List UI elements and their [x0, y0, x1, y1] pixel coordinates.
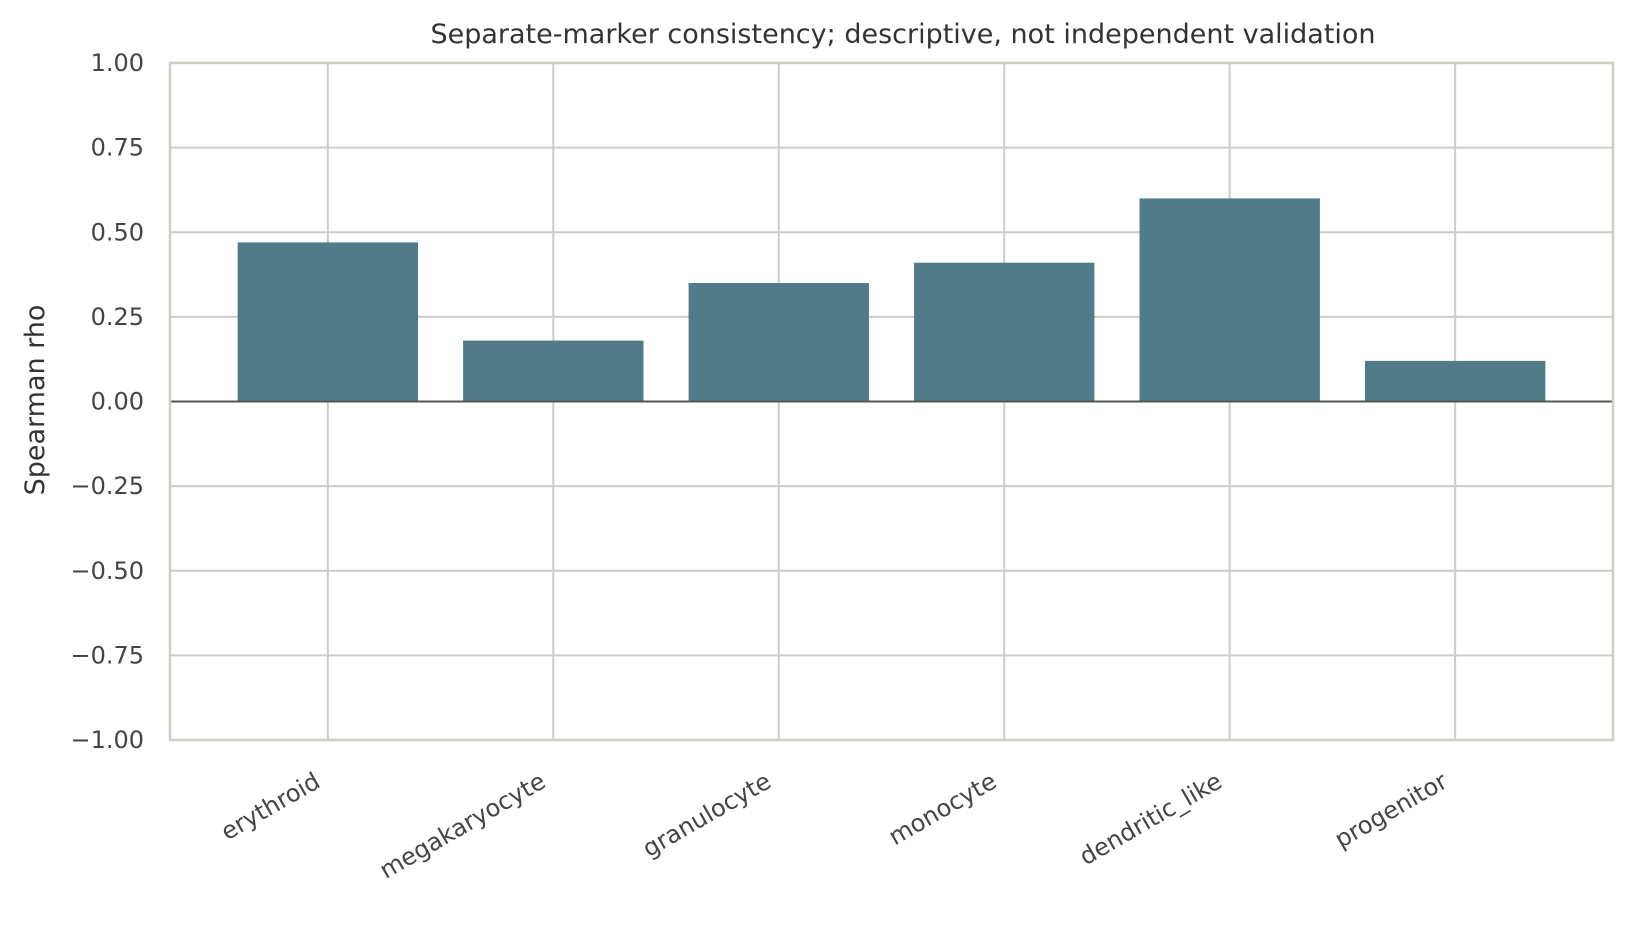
x-tick-label: dendritic_like	[1075, 767, 1227, 871]
bar-layer	[237, 198, 1546, 402]
y-tick-label: 0.50	[91, 218, 144, 246]
y-tick-label: −1.00	[70, 726, 144, 754]
bar-dendritic_like	[1139, 198, 1320, 402]
y-tick-label: 0.75	[91, 134, 144, 162]
bar-granulocyte	[688, 283, 869, 402]
x-tick-label: megakaryocyte	[375, 767, 551, 885]
y-tick-label: −0.75	[70, 641, 144, 669]
y-axis-label: Spearman rho	[20, 305, 51, 496]
bar-erythroid	[237, 242, 419, 402]
axis-layer: −1.00 −0.75 −0.50 −0.25 0.00 0.25 0.50 0.75 1.00…	[70, 49, 1615, 885]
x-tick-label: monocyte	[884, 767, 1002, 851]
y-tick-label: 0.00	[91, 388, 144, 416]
y-tick-label: −0.25	[70, 472, 144, 500]
bar-progenitor	[1364, 360, 1546, 402]
x-tick-label: progenitor	[1330, 767, 1452, 854]
x-tick-label: granulocyte	[638, 767, 776, 863]
bar-megakaryocyte	[463, 340, 644, 402]
y-tick-label: 1.00	[91, 49, 144, 77]
chart-title: Separate-marker consistency; descriptive…	[430, 19, 1375, 50]
bar-monocyte	[914, 262, 1095, 402]
y-tick-label: −0.50	[70, 557, 144, 585]
plot-frame	[168, 61, 1615, 742]
y-tick-label: 0.25	[91, 303, 144, 331]
x-tick-label: erythroid	[216, 767, 325, 846]
